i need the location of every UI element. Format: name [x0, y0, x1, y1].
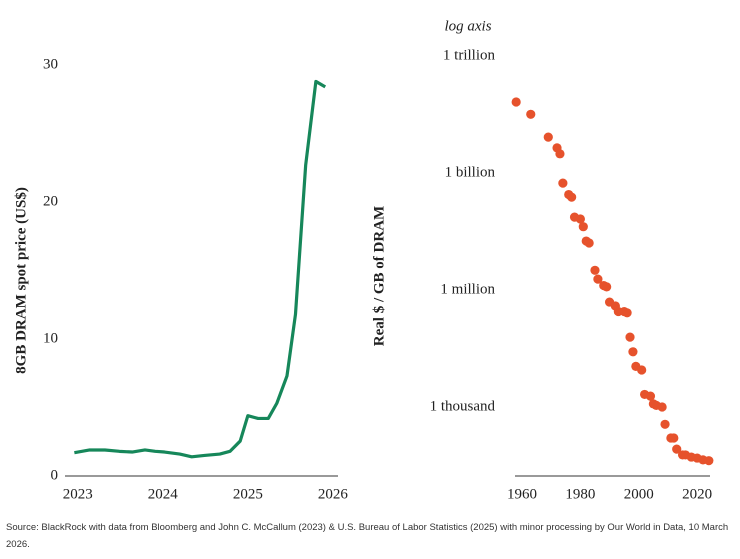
x-tick-label: 1960 — [507, 486, 537, 502]
price-line — [74, 79, 327, 459]
data-point — [645, 391, 656, 401]
source-note: Source: BlackRock with data from Bloombe… — [6, 522, 729, 550]
annotation: log axis — [444, 18, 491, 34]
y-tick-label: 20 — [43, 193, 58, 209]
data-point — [558, 178, 568, 188]
y-tick-label: 1 million — [440, 281, 495, 297]
data-point — [543, 132, 553, 142]
data-point — [602, 282, 612, 292]
data-point — [584, 238, 594, 248]
x-tick-label: 2026 — [318, 486, 349, 502]
data-point — [526, 109, 536, 119]
x-tick-label: 2000 — [624, 486, 654, 502]
x-tick-label: 2024 — [148, 486, 179, 502]
data-point — [660, 419, 670, 429]
data-point — [669, 433, 679, 443]
data-point — [672, 444, 682, 454]
x-tick-label: 2020 — [682, 486, 712, 502]
data-point — [593, 274, 603, 284]
y-axis-title: Real $ / GB of DRAM — [371, 206, 387, 346]
data-point — [578, 222, 588, 232]
y-tick-label: 1 trillion — [443, 47, 496, 63]
y-tick-label: 30 — [43, 56, 58, 72]
data-point — [628, 347, 638, 357]
y-axis-title: 8GB DRAM spot price (US$) — [13, 187, 29, 374]
data-point — [637, 365, 647, 375]
data-point — [555, 149, 565, 159]
y-tick-label: 1 billion — [445, 164, 496, 180]
y-tick-label: 0 — [51, 467, 59, 483]
data-point — [575, 214, 585, 224]
x-tick-label: 2023 — [63, 486, 93, 502]
data-point — [704, 456, 714, 466]
data-point — [625, 332, 635, 342]
y-tick-label: 10 — [43, 330, 58, 346]
y-tick-label: 1 thousand — [430, 398, 496, 414]
data-point — [590, 265, 600, 275]
x-tick-label: 1980 — [565, 486, 595, 502]
charts: 0 10 20 30 2023 2024 2025 2026 8GB DRAM spot pri… — [13, 18, 714, 502]
data-point — [511, 97, 521, 107]
data-point — [622, 308, 632, 318]
data-point — [567, 192, 577, 202]
data-point — [657, 402, 667, 412]
x-tick-label: 2025 — [233, 486, 263, 502]
